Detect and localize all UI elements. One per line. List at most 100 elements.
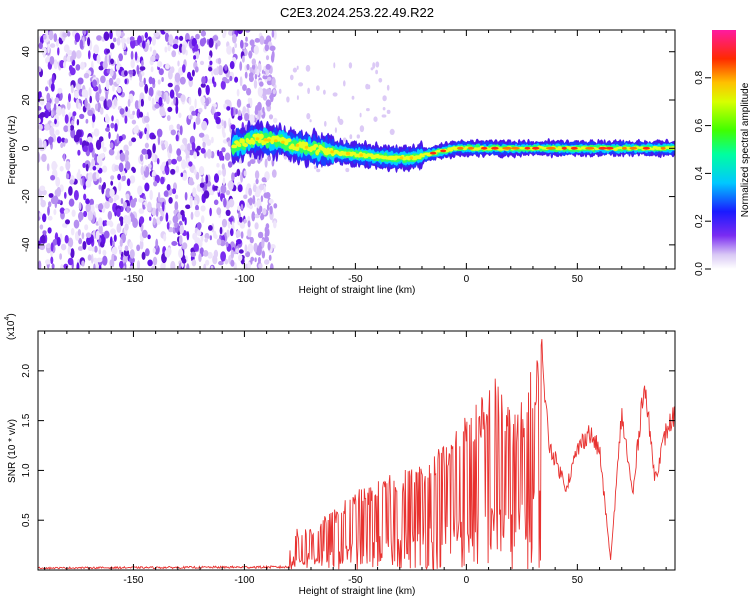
spectrogram-noise-speckle [171, 50, 177, 58]
spectrogram-noise-speckle [205, 98, 210, 107]
spectrogram-faint-speckle [349, 134, 353, 140]
spectrogram-noise-speckle [44, 109, 50, 119]
snr-y-ticks: 0.5 1.0 1.5 2.0 [21, 363, 675, 527]
spectrogram-noise-speckle [269, 45, 276, 52]
spectrogram-faint-speckle [389, 128, 395, 135]
spectrogram-panel: -150 -100 -50 0 50 -40 -20 0 20 40 Height of str… [7, 29, 676, 296]
spectrogram-noise-speckle [87, 210, 94, 221]
spectrogram-noise-speckle [180, 144, 186, 151]
spectrogram-noise-speckle [173, 96, 176, 105]
spectrogram-noise-speckle [161, 143, 165, 151]
spectrogram-noise-speckle [158, 68, 164, 76]
spectrogram-noise-speckle [239, 76, 243, 87]
snr-x-ticks: -150 -100 -50 0 50 [44, 331, 667, 586]
spectrogram-noise-speckle [188, 149, 195, 156]
spectrogram-noise-speckle [41, 234, 46, 245]
spectrogram-noise-speckle [148, 95, 152, 101]
spectrogram-noise-speckle [64, 114, 69, 124]
spectrogram-faint-speckle [332, 92, 338, 97]
spectrogram-noise-speckle [139, 216, 145, 225]
spectrogram-noise-speckle [116, 57, 120, 67]
spectrogram-faint-speckle [386, 109, 391, 114]
spectrogram-noise-speckle [216, 207, 222, 216]
spectrogram-noise-speckle [65, 173, 70, 180]
spectrogram-noise-speckle [143, 77, 146, 86]
spectrogram-faint-speckle [272, 89, 276, 95]
spectrogram-noise-speckle [193, 243, 199, 252]
spectrogram-noise-speckle [69, 67, 76, 76]
spectrogram-noise-speckle [246, 87, 252, 96]
spectrogram-noise-speckle [259, 183, 265, 191]
spectrogram-frame [37, 29, 676, 270]
spectrogram-noise-speckle [100, 241, 105, 248]
spectrogram-noise-speckle [70, 128, 76, 139]
spectrogram-noise-speckle [39, 185, 46, 192]
spectrogram-noise-speckle [192, 187, 197, 198]
spectrogram-noise-speckle [75, 64, 81, 71]
spectrogram-noise-speckle [130, 38, 136, 49]
spectrogram-noise-speckle [221, 147, 226, 153]
spectrogram-noise-speckle [67, 257, 74, 266]
spectrogram-noise-speckle [57, 47, 60, 56]
spectrogram-noise-speckle [63, 125, 69, 133]
spectrogram-noise-speckle [248, 72, 254, 79]
spectrogram-noise-speckle [73, 90, 79, 99]
spectrogram-noise-speckle [175, 134, 179, 142]
spectrogram-noise-speckle [147, 259, 153, 267]
spectrogram-ridge-yellow [421, 155, 425, 158]
spectrogram-noise-speckle [59, 207, 65, 214]
spectrogram-noise-speckle [263, 39, 268, 45]
spectrogram-noise-speckle [144, 248, 150, 257]
spectrogram-noise-speckle [85, 198, 90, 205]
spectrogram-noise-speckle [170, 260, 176, 269]
spectrogram-noise-speckle [77, 168, 81, 177]
spectrogram-noise-speckle [82, 240, 87, 250]
spectrogram-noise-speckle [197, 112, 200, 119]
spectrogram-noise-speckle [245, 30, 251, 33]
spectrogram-noise-speckle [75, 50, 82, 59]
spectrogram-noise-speckle [194, 209, 200, 218]
spectrogram-ridge-peak [660, 146, 666, 150]
spectrogram-noise-speckle [78, 102, 82, 110]
spectrogram-noise-speckle [128, 70, 134, 75]
spectrogram-noise-speckle [165, 95, 170, 105]
spectrogram-x-tick-label: -100 [234, 274, 254, 285]
spectrogram-noise-speckle [254, 170, 260, 180]
spectrogram-noise-speckle [101, 140, 105, 149]
spectrogram-noise-speckle [236, 88, 240, 97]
spectrogram-noise-speckle [209, 235, 212, 241]
spectrogram-noise-speckle [179, 224, 185, 234]
spectrogram-noise-speckle [227, 161, 233, 168]
spectrogram-noise-speckle [93, 257, 98, 263]
spectrogram-noise-speckle [129, 256, 135, 264]
spectrogram-noise-speckle [119, 152, 126, 162]
spectrogram-noise-speckle [83, 145, 88, 152]
spectrogram-noise-speckle [216, 66, 219, 76]
spectrogram-noise-speckle [124, 78, 128, 85]
spectrogram-noise-speckle [177, 60, 180, 67]
spectrogram-noise-speckle [45, 243, 51, 249]
spectrogram-faint-speckle [298, 82, 304, 87]
spectrogram-noise-speckle [262, 208, 267, 216]
spectrogram-noise-speckle [89, 198, 94, 206]
spectrogram-noise-speckle [241, 55, 245, 63]
spectrogram-noise-speckle [78, 201, 82, 211]
spectrogram-noise-speckle [47, 215, 53, 221]
spectrogram-noise-speckle [195, 116, 201, 126]
spectrogram-noise-speckle [227, 180, 234, 191]
spectrogram-noise-speckle [145, 166, 150, 176]
spectrogram-noise-speckle [166, 115, 171, 121]
spectrogram-noise-speckle [136, 244, 141, 252]
spectrogram-faint-speckle [323, 89, 326, 95]
spectrogram-noise-speckle [108, 220, 113, 226]
spectrogram-noise-speckle [236, 239, 242, 245]
spectrogram-noise-speckle [244, 71, 248, 79]
spectrogram-noise-speckle [180, 209, 185, 216]
spectrogram-noise-speckle [51, 109, 54, 117]
spectrogram-noise-speckle [208, 55, 211, 61]
spectrogram-noise-speckle [111, 253, 115, 263]
spectrogram-noise-speckle [249, 236, 254, 244]
spectrogram-noise-speckle [128, 140, 133, 147]
spectrogram-noise-speckle [112, 240, 115, 247]
spectrogram-noise-speckle [104, 220, 108, 226]
